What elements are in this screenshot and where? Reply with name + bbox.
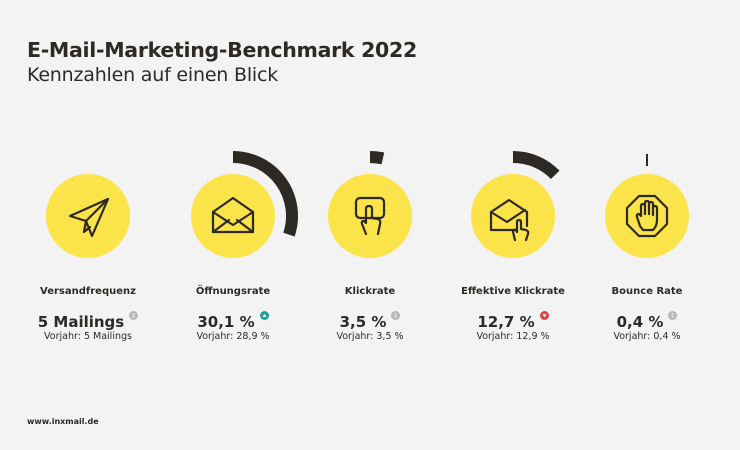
kpi-value: 30,1 %	[197, 313, 255, 331]
kpi-bounce-rate: Bounce Rate 0,4 % Vorjahr: 0,4 %	[577, 150, 717, 342]
trend-arrow-icon	[394, 313, 398, 318]
kpi-label: Öffnungsrate	[195, 286, 271, 297]
kpi-oeffnungsrate: Öffnungsrate 30,1 % Vorjahr: 28,9 %	[163, 150, 303, 342]
trend-arrow-icon	[542, 314, 547, 318]
trend-neutral-icon	[391, 311, 401, 320]
kpi-label: Versandfrequenz	[40, 286, 136, 297]
kpi-previous-year: Vorjahr: 12,9 %	[476, 331, 550, 342]
kpi-progress-arc	[232, 151, 298, 237]
kpi-circle	[46, 174, 130, 258]
touch-finger-icon	[354, 196, 386, 236]
kpi-circle	[605, 174, 689, 258]
envelope-click-icon	[489, 198, 530, 242]
kpi-value: 12,7 %	[477, 313, 535, 331]
trend-down-icon	[539, 311, 549, 320]
kpi-circle-chart	[46, 174, 130, 258]
kpi-klickrate: Klickrate 3,5 % Vorjahr: 3,5 %	[300, 150, 440, 342]
kpi-value: 0,4 %	[616, 313, 664, 331]
kpi-previous-year: Vorjahr: 28,9 %	[196, 331, 270, 342]
page-subtitle: Kennzahlen auf einen Blick	[27, 64, 279, 86]
kpi-label: Bounce Rate	[611, 286, 683, 297]
stop-hand-icon	[625, 194, 669, 238]
kpi-circle-chart	[471, 151, 560, 258]
kpi-circle-chart	[191, 151, 298, 258]
trend-neutral-icon	[668, 311, 678, 320]
open-envelope-icon	[211, 196, 255, 234]
kpi-circle-chart	[605, 154, 689, 258]
kpi-circle-chart	[328, 151, 412, 258]
paper-plane-icon	[68, 197, 110, 238]
kpi-circle	[328, 174, 412, 258]
kpi-value: 5 Mailings	[37, 313, 125, 331]
trend-neutral-icon	[129, 311, 139, 320]
footer-url: www.inxmail.de	[27, 417, 99, 426]
kpi-previous-year: Vorjahr: 0,4 %	[613, 331, 681, 342]
page-title: E-Mail-Marketing-Benchmark 2022	[27, 38, 417, 62]
kpi-effektive-klickrate: Effektive Klickrate 12,7 % Vorjahr: 12,9…	[443, 150, 583, 342]
trend-up-icon	[259, 311, 269, 320]
kpi-circle	[471, 174, 555, 258]
kpi-progress-arc	[512, 151, 560, 180]
kpi-circle	[191, 174, 275, 258]
trend-arrow-icon	[132, 313, 136, 318]
kpi-versandfrequenz: Versandfrequenz 5 Mailings Vorjahr: 5 Ma…	[18, 150, 158, 342]
kpi-previous-year: Vorjahr: 3,5 %	[336, 331, 404, 342]
kpi-label: Klickrate	[344, 286, 396, 297]
trend-arrow-icon	[262, 314, 267, 317]
kpi-progress-arc	[369, 151, 385, 165]
kpi-value: 3,5 %	[339, 313, 387, 331]
trend-arrow-icon	[671, 313, 675, 318]
kpi-previous-year: Vorjahr: 5 Mailings	[44, 331, 132, 342]
kpi-label: Effektive Klickrate	[461, 286, 565, 297]
